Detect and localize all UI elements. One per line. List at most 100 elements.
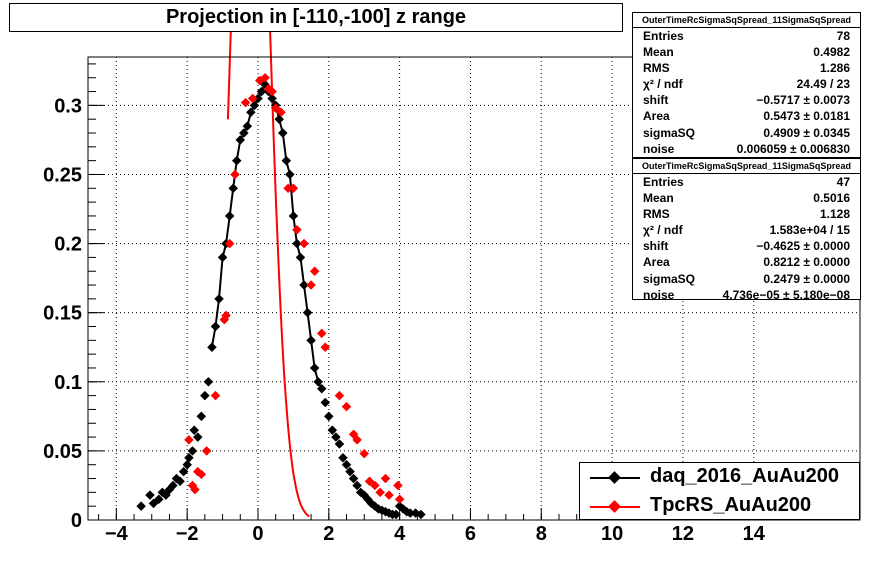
stats-row-area: Area 0.8212 ± 0.0000: [633, 254, 860, 270]
point-daq: [145, 490, 155, 500]
stats-row-sigmasq: sigmaSQ 0.4909 ± 0.0345: [633, 125, 860, 141]
point-daq: [323, 411, 334, 422]
stats-box-name: OuterTimeRcSigmaSqSpread_11SigmaSqSpread: [633, 13, 860, 28]
point-daq: [274, 114, 285, 125]
stats-key: shift: [643, 93, 669, 108]
data-points: [136, 72, 426, 520]
point-tpcrs: [369, 480, 380, 491]
point-daq: [281, 155, 292, 166]
point-tpcrs: [394, 494, 405, 505]
point-tpcrs: [247, 93, 258, 104]
point-daq: [246, 107, 256, 118]
point-tpcrs: [384, 490, 394, 500]
point-daq: [249, 100, 260, 111]
stats-row-rms: RMS 1.128: [633, 206, 860, 222]
point-daq: [228, 183, 239, 194]
stats-key: Mean: [643, 45, 674, 60]
point-tpcrs: [320, 342, 331, 353]
point-tpcrs: [309, 266, 320, 277]
x-tick-label: 6: [465, 523, 476, 545]
point-daq: [231, 155, 242, 166]
point-daq: [316, 383, 327, 394]
legend-entry-daq: daq_2016_AuAu200: [580, 463, 859, 492]
point-daq: [352, 480, 362, 491]
point-daq: [288, 211, 299, 221]
point-daq: [242, 121, 253, 131]
y-tick-label: 0.25: [43, 164, 82, 186]
point-daq: [334, 439, 345, 449]
point-tpcrs: [380, 473, 391, 484]
stats-key: Entries: [643, 29, 684, 43]
stats-row-entries: Entries 47: [633, 174, 860, 190]
point-daq: [295, 252, 306, 263]
point-daq: [292, 238, 302, 249]
legend-entry-tpcrs: TpcRS_AuAu200: [580, 492, 859, 521]
y-tick-label: 0.3: [54, 95, 82, 117]
stats-value: 1.583e+04 / 15: [769, 223, 850, 238]
x-tick-label: −4: [105, 523, 129, 545]
stats-row-mean: Mean 0.5016: [633, 190, 860, 206]
point-tpcrs: [352, 434, 362, 445]
x-tick-label: 12: [672, 523, 694, 545]
stats-value: 0.4982: [813, 45, 850, 60]
legend-label: daq_2016_AuAu200: [650, 465, 839, 487]
point-daq: [235, 135, 246, 145]
stats-row-noise: noise 0.006059 ± 0.006830: [633, 141, 860, 157]
point-tpcrs: [292, 224, 302, 235]
point-daq: [416, 509, 426, 520]
stats-key: Entries: [643, 175, 684, 189]
stats-value: 0.8212 ± 0.0000: [763, 255, 850, 270]
point-daq: [210, 321, 221, 332]
point-daq: [345, 466, 355, 477]
stats-key: RMS: [643, 207, 670, 222]
x-tick-label: 8: [536, 523, 547, 545]
stats-value: 0.5016: [813, 191, 850, 206]
point-daq: [182, 459, 193, 470]
point-daq: [238, 128, 249, 138]
stats-value: 0.2479 ± 0.0000: [763, 271, 850, 286]
legend: daq_2016_AuAu200 TpcRS_AuAu200: [579, 462, 860, 520]
point-daq: [217, 252, 228, 263]
point-daq: [178, 466, 189, 477]
stats-key: sigmaSQ: [643, 271, 696, 286]
point-daq: [267, 93, 278, 104]
stats-row-chi2: χ² / ndf 24.49 / 23: [633, 76, 860, 92]
point-tpcrs: [276, 107, 286, 118]
stats-value: 24.49 / 23: [796, 77, 850, 92]
point-tpcrs: [393, 480, 403, 491]
point-tpcrs: [190, 484, 200, 495]
point-daq: [284, 169, 295, 180]
point-tpcrs: [267, 86, 278, 97]
stats-key: RMS: [643, 61, 670, 76]
point-daq: [214, 294, 224, 304]
point-daq: [391, 509, 401, 520]
point-daq: [148, 498, 159, 509]
point-daq: [338, 452, 348, 463]
point-daq: [168, 480, 178, 491]
point-daq: [277, 128, 288, 138]
stats-key: shift: [643, 239, 669, 254]
stats-row-chi2: χ² / ndf 1.583e+04 / 15: [633, 222, 860, 238]
point-tpcrs: [221, 310, 231, 321]
stats-key: noise: [643, 141, 675, 156]
point-daq: [153, 494, 164, 505]
point-daq: [320, 397, 331, 408]
y-tick-label: 0.05: [43, 441, 82, 463]
stats-value: 0.4909 ± 0.0345: [763, 125, 850, 140]
stats-value: 0.5473 ± 0.0181: [763, 109, 850, 124]
stats-key: sigmaSQ: [643, 125, 696, 140]
stats-key: Area: [643, 109, 670, 124]
x-tick-label: 2: [323, 523, 334, 545]
x-tick-label: 0: [252, 523, 263, 545]
point-tpcrs: [375, 487, 386, 498]
stats-key: Mean: [643, 191, 674, 206]
stats-value: 0.006059 ± 0.006830: [736, 141, 850, 156]
fit-curve-tpcrs: [226, 21, 310, 518]
fit-curve-daq: [210, 82, 323, 390]
point-daq: [184, 452, 194, 463]
point-tpcrs: [364, 476, 375, 487]
stats-row-entries: Entries 78: [633, 28, 860, 44]
tick-labels: −4 −2 0 2 4 6 8 10 12 14 0 0.05 0.1 0.15 0.2 0.25 0.3: [43, 95, 766, 545]
point-tpcrs: [334, 390, 345, 401]
point-daq: [327, 425, 338, 436]
